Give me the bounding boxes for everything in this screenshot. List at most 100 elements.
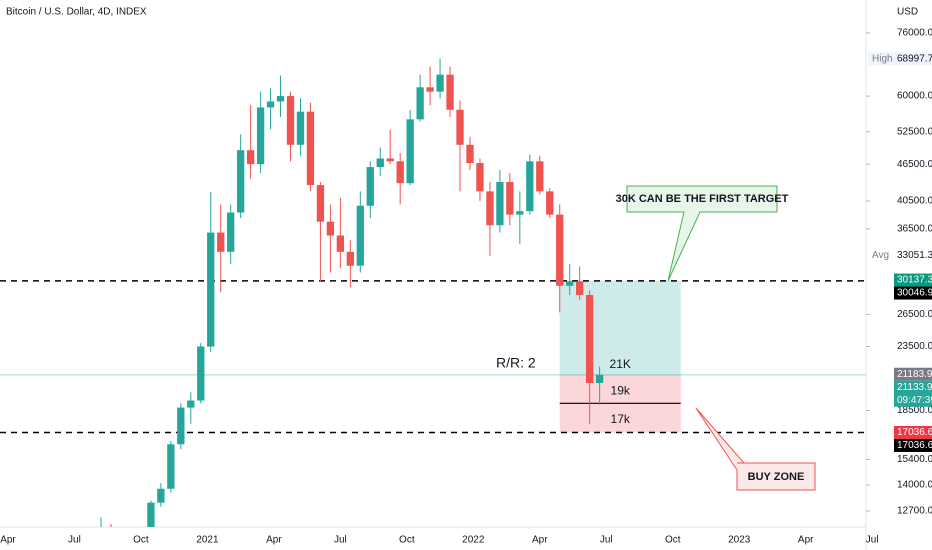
candle-body <box>366 167 374 206</box>
candle-body <box>595 374 604 384</box>
candle-body <box>187 400 195 408</box>
candle-body <box>566 281 574 286</box>
y-tick-label: 18500.00 <box>897 405 932 416</box>
candle-body <box>576 281 584 295</box>
price-badge <box>868 248 932 262</box>
price-badge <box>894 438 932 452</box>
x-tick-label: 2021 <box>196 535 219 546</box>
y-tick-label: 40500.00 <box>897 196 932 207</box>
candle-body <box>197 346 205 401</box>
candle-body <box>456 109 464 145</box>
candle-body <box>147 502 155 527</box>
y-tick-label: 52500.00 <box>897 126 932 137</box>
candle-body <box>316 185 325 222</box>
x-tick-label: 2022 <box>462 535 485 546</box>
candle-body <box>236 150 245 213</box>
y-tick-label: 76000.00 <box>897 28 932 39</box>
price-badge-name: High <box>872 53 893 64</box>
candle-body <box>396 161 404 184</box>
price-badge <box>894 286 932 300</box>
x-tick-label: Jul <box>334 535 347 546</box>
candle-body <box>376 158 384 168</box>
price-badge <box>868 52 932 66</box>
callout-text: BUY ZONE <box>748 471 805 483</box>
candle-body <box>526 161 534 212</box>
x-tick-label: Jul <box>866 535 879 546</box>
candle-body <box>476 163 484 192</box>
y-tick-label: 23500.00 <box>897 341 932 352</box>
entry-label: 21K <box>610 357 631 371</box>
candle-body <box>536 161 544 192</box>
candle-body <box>256 107 265 165</box>
price-badge-value: 21133.91 <box>897 382 932 393</box>
price-badge-value: 30137.31 <box>897 275 932 286</box>
candle-body <box>516 211 524 215</box>
candle-body <box>286 96 295 145</box>
x-tick-label: Jul <box>600 535 613 546</box>
y-tick-label: 26500.00 <box>897 309 932 320</box>
x-tick-label: Apr <box>798 535 814 546</box>
price-badge-value: 33051.35 <box>897 250 932 261</box>
x-tick-label: Oct <box>399 535 415 546</box>
price-badge <box>894 273 932 287</box>
candle-body <box>167 444 175 489</box>
x-tick-label: Jul <box>68 535 81 546</box>
candle-body <box>246 150 255 165</box>
candle-body <box>296 111 305 145</box>
candle-body <box>346 251 354 266</box>
x-tick-label: Oct <box>133 535 149 546</box>
price-badge-value: 17036.62 <box>897 440 932 451</box>
candle-body <box>406 119 414 184</box>
candle-body <box>506 181 514 215</box>
price-badge-name: Avg <box>872 250 889 261</box>
y-tick-label: 36500.00 <box>897 224 932 235</box>
candle-body <box>356 205 364 266</box>
target-callout: 30K CAN BE THE FIRST TARGET <box>616 185 789 282</box>
callout-shape <box>626 185 778 282</box>
x-tick-label: Apr <box>0 535 16 546</box>
price-badge-value: 68997.75 <box>897 53 932 64</box>
candle-body <box>266 101 275 108</box>
candle-body <box>416 87 424 120</box>
currency-label: USD <box>897 7 918 18</box>
candle-body <box>446 74 454 110</box>
candle-body <box>436 74 444 92</box>
price-badge-value: 21183.99 <box>897 369 932 380</box>
candle-body <box>336 235 345 252</box>
price-badge-value: 30046.97 <box>897 288 932 299</box>
stop-label: 17k <box>611 412 631 426</box>
candle-body <box>326 221 335 236</box>
plot-area <box>0 58 866 527</box>
price-badge <box>894 425 932 439</box>
candle-body <box>426 87 434 92</box>
candle-body <box>207 232 215 347</box>
chart-title: Bitcoin / U.S. Dollar, 4D, INDEX <box>6 7 147 18</box>
mid-label: 19k <box>611 383 631 397</box>
x-tick-label: Oct <box>665 535 681 546</box>
y-tick-label: 14000.00 <box>897 480 932 491</box>
candle-body <box>177 407 185 445</box>
candle-body <box>496 181 504 226</box>
candle-body <box>486 191 494 226</box>
candle-body <box>227 212 235 252</box>
y-tick-label: 15400.00 <box>897 454 932 465</box>
candle-body <box>386 158 394 162</box>
x-tick-label: Apr <box>266 535 282 546</box>
y-tick-label: 60000.00 <box>897 91 932 102</box>
candle-body <box>585 294 594 384</box>
callout-shape <box>695 407 816 491</box>
candle-body <box>546 191 554 215</box>
callout-text: 30K CAN BE THE FIRST TARGET <box>616 193 789 205</box>
y-tick-label: 12700.00 <box>897 506 932 517</box>
candle-body <box>466 144 474 164</box>
ratio-label: R/R: 2 <box>496 355 536 371</box>
x-tick-label: Apr <box>532 535 548 546</box>
candle-body <box>276 96 285 102</box>
candle-body <box>157 488 165 503</box>
candle-body <box>556 214 564 286</box>
candle-body <box>306 111 315 186</box>
candle-body <box>217 232 225 252</box>
x-tick-label: 2023 <box>728 535 751 546</box>
